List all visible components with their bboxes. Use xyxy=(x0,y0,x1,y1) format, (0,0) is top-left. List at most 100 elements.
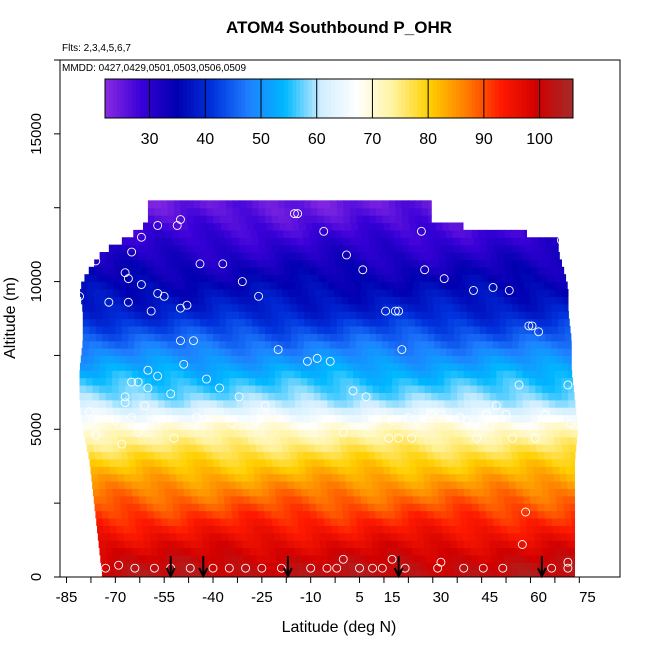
heatmap-cell xyxy=(205,303,214,312)
heatmap-cell xyxy=(385,540,393,549)
heatmap-cell xyxy=(90,466,98,475)
heatmap-cell xyxy=(484,355,492,364)
heatmap-cell xyxy=(190,384,198,393)
heatmap-cell xyxy=(284,244,292,253)
heatmap-cell xyxy=(439,259,447,268)
heatmap-cell xyxy=(191,296,199,305)
heatmap-cell xyxy=(244,451,252,460)
heatmap-cell xyxy=(214,466,222,475)
heatmap-cell xyxy=(206,207,214,216)
heatmap-cell xyxy=(172,414,180,423)
heatmap-cell xyxy=(335,259,343,268)
observation-point xyxy=(478,563,488,573)
observation-point xyxy=(508,433,518,443)
heatmap-cell xyxy=(447,311,455,320)
heatmap-cell xyxy=(517,281,525,290)
heatmap-cell xyxy=(268,399,276,408)
colorbar-segment xyxy=(128,79,133,118)
heatmap-cell xyxy=(175,222,183,231)
heatmap-cell xyxy=(344,525,352,534)
heatmap-cell xyxy=(510,355,518,364)
heatmap-cell xyxy=(226,429,234,438)
x-tick-label: 30 xyxy=(433,589,450,606)
heatmap-cell xyxy=(148,517,156,526)
heatmap-cell xyxy=(554,392,562,401)
heatmap-cell xyxy=(133,414,141,423)
heatmap-cell xyxy=(550,259,558,268)
heatmap-cell xyxy=(149,525,157,534)
heatmap-cell xyxy=(373,288,381,297)
heatmap-cell xyxy=(341,554,349,563)
heatmap-cell xyxy=(440,318,449,327)
heatmap-cell xyxy=(180,244,188,253)
heatmap-cell xyxy=(153,451,161,460)
heatmap-cell xyxy=(480,429,488,438)
heatmap-cell xyxy=(553,532,561,541)
heatmap-cell xyxy=(222,384,230,393)
colorbar-segment xyxy=(120,79,125,118)
heatmap-cell xyxy=(509,392,517,401)
heatmap-cell xyxy=(160,207,169,216)
observation-point xyxy=(524,321,534,331)
heatmap-cell xyxy=(519,244,527,253)
heatmap-cell xyxy=(145,495,153,504)
heatmap-cell xyxy=(322,562,330,571)
heatmap-cell xyxy=(268,488,276,497)
heatmap-cell xyxy=(551,340,559,349)
heatmap-cell xyxy=(211,414,219,423)
heatmap-cell xyxy=(434,569,442,577)
heatmap-cell xyxy=(236,362,244,371)
heatmap-cell xyxy=(543,259,551,268)
heatmap-cell xyxy=(310,318,318,327)
heatmap-cell xyxy=(467,517,475,526)
heatmap-cell xyxy=(400,281,408,290)
heatmap-cell xyxy=(550,414,558,423)
heatmap-cell xyxy=(544,569,552,577)
heatmap-cell xyxy=(342,348,350,357)
heatmap-cell xyxy=(245,311,253,320)
heatmap-cell xyxy=(460,333,468,342)
heatmap-cell xyxy=(172,348,180,357)
heatmap-cell xyxy=(333,540,341,549)
heatmap-cell xyxy=(530,414,538,423)
heatmap-cell xyxy=(392,362,400,371)
heatmap-cell xyxy=(239,458,247,467)
heatmap-cell xyxy=(149,473,158,482)
heatmap-cell xyxy=(237,554,245,563)
heatmap-cell xyxy=(154,340,162,349)
heatmap-cell xyxy=(221,222,229,231)
heatmap-cell xyxy=(464,288,472,297)
heatmap-cell xyxy=(109,517,117,526)
heatmap-cell xyxy=(107,562,115,571)
heatmap-cell xyxy=(278,311,286,320)
heatmap-cell xyxy=(184,444,192,453)
heatmap-cell xyxy=(206,421,214,430)
heatmap-cell xyxy=(271,333,279,342)
heatmap-cell xyxy=(302,296,310,305)
heatmap-cell xyxy=(522,252,530,261)
heatmap-cell xyxy=(317,333,325,342)
heatmap-cell xyxy=(373,444,381,453)
heatmap-cell xyxy=(201,274,209,283)
colorbar-segment xyxy=(323,79,328,118)
heatmap-cell xyxy=(210,554,219,563)
heatmap-cell xyxy=(283,451,291,460)
heatmap-cell xyxy=(460,237,468,246)
heatmap-cell xyxy=(368,266,376,275)
heatmap-cell xyxy=(226,333,234,342)
heatmap-cell xyxy=(271,200,279,209)
heatmap-cell xyxy=(263,503,272,512)
heatmap-cell xyxy=(355,303,363,312)
heatmap-cell xyxy=(340,392,348,401)
heatmap-cell xyxy=(357,429,365,438)
heatmap-cell xyxy=(457,377,465,386)
heatmap-cell xyxy=(341,281,349,290)
heatmap-cell xyxy=(166,414,174,423)
heatmap-cell xyxy=(269,444,277,453)
heatmap-cell xyxy=(288,288,296,297)
heatmap-cell xyxy=(461,466,469,475)
observation-point xyxy=(133,377,143,387)
heatmap-cell xyxy=(294,392,302,401)
heatmap-cell xyxy=(417,540,425,549)
heatmap-cell xyxy=(284,325,292,334)
